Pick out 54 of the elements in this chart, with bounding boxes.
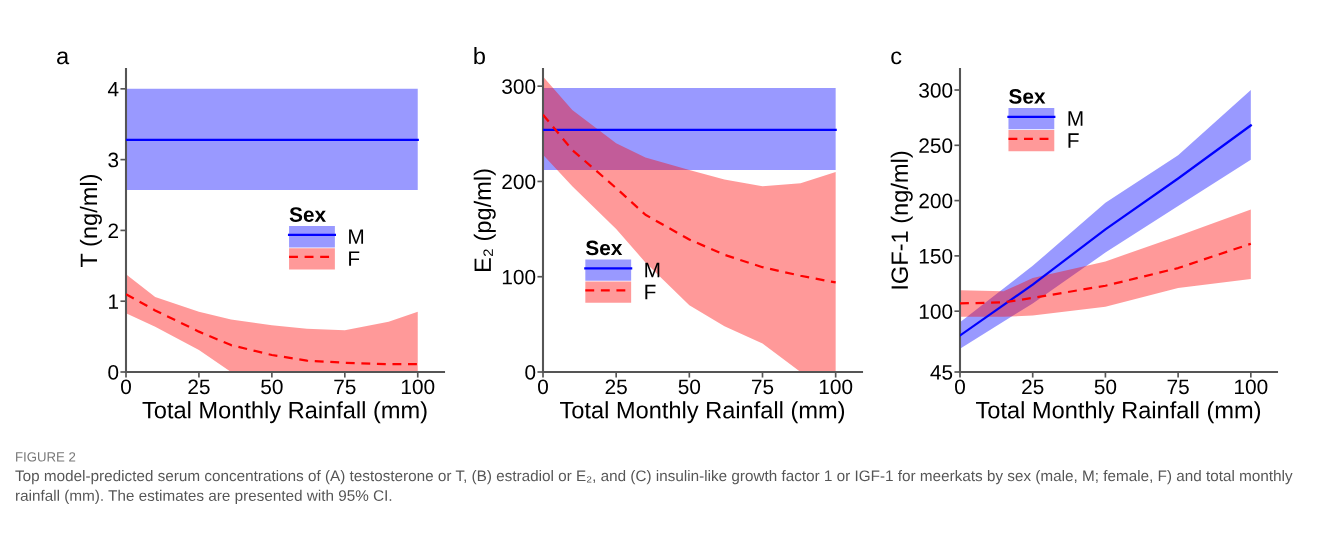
y-tick-label: 150	[919, 248, 953, 264]
y-tick-label: 0	[525, 365, 536, 380]
y-tick-label: 100	[502, 269, 536, 285]
legend-label: M	[1068, 111, 1083, 126]
legend-label: M	[349, 229, 364, 244]
x-tick-label: 25	[1022, 379, 1044, 395]
y-tick-label: 0	[108, 365, 119, 380]
x-tick-label: 50	[261, 379, 283, 395]
x-tick-label: 100	[1235, 379, 1268, 395]
legend-label: F	[349, 251, 360, 266]
y-tick-label: 100	[919, 304, 953, 319]
chart-title: c	[891, 51, 902, 65]
legend-label: F	[645, 284, 656, 300]
y-tick-label: 300	[919, 83, 953, 98]
legend-title: Sex	[289, 207, 326, 222]
y-axis-title: IGF-1 (ng/ml)	[890, 151, 913, 289]
line-series	[960, 242, 1252, 305]
x-tick-label: 75	[334, 379, 356, 395]
chart-title: b	[474, 46, 485, 65]
x-tick-label: 75	[751, 379, 774, 395]
line-series	[126, 293, 419, 366]
y-tick-label: 45	[930, 365, 953, 380]
y-axis-title: T (ng/ml)	[79, 174, 102, 267]
y-tick-label: 300	[502, 79, 536, 94]
legend-label: F	[1068, 133, 1079, 148]
y-tick-label: 3	[108, 152, 119, 168]
x-axis-title: Total Monthly Rainfall (mm)	[560, 401, 845, 424]
x-axis-title: Total Monthly Rainfall (mm)	[142, 401, 427, 424]
y-tick-label: 200	[502, 174, 536, 190]
x-tick-label: 25	[605, 379, 627, 395]
x-tick-label: 100	[401, 379, 435, 395]
text: Top model-predicted serum concentrations of (A) testosterone or T, (B) estradiol or E₂, and (C) insulin-like growth factor 1 or IGF-1 for meerkats by sex (male, M; female, F) and total monthly rainfall (mm). The estimates are presented with 95% CI.	[15, 470, 1293, 505]
x-axis-title: Total Monthly Rainfall (mm)	[976, 401, 1261, 424]
x-tick-label: 0	[955, 379, 965, 395]
x-tick-label: 0	[538, 379, 548, 395]
legend-title: Sex	[585, 240, 623, 256]
x-tick-label: 25	[188, 379, 210, 395]
x-tick-label: 75	[1167, 379, 1189, 395]
y-tick-label: 1	[109, 294, 119, 309]
x-tick-label: 50	[678, 379, 701, 395]
legend-title: Sex	[1009, 89, 1046, 104]
y-tick-label: 4	[107, 82, 119, 97]
y-tick-label: 200	[919, 193, 953, 209]
x-tick-label: 100	[819, 379, 853, 395]
legend-label: M	[645, 262, 660, 278]
caption: FIGURE 2	[16, 452, 76, 462]
y-axis-title: E₂ (pg/ml)	[473, 169, 496, 272]
x-tick-label: 0	[121, 379, 131, 395]
chart-title: a	[57, 51, 70, 65]
y-tick-label: 2	[108, 223, 119, 238]
x-tick-label: 50	[1094, 379, 1117, 395]
line-series	[543, 113, 837, 284]
y-tick-label: 250	[919, 138, 953, 154]
line-series	[960, 124, 1252, 337]
